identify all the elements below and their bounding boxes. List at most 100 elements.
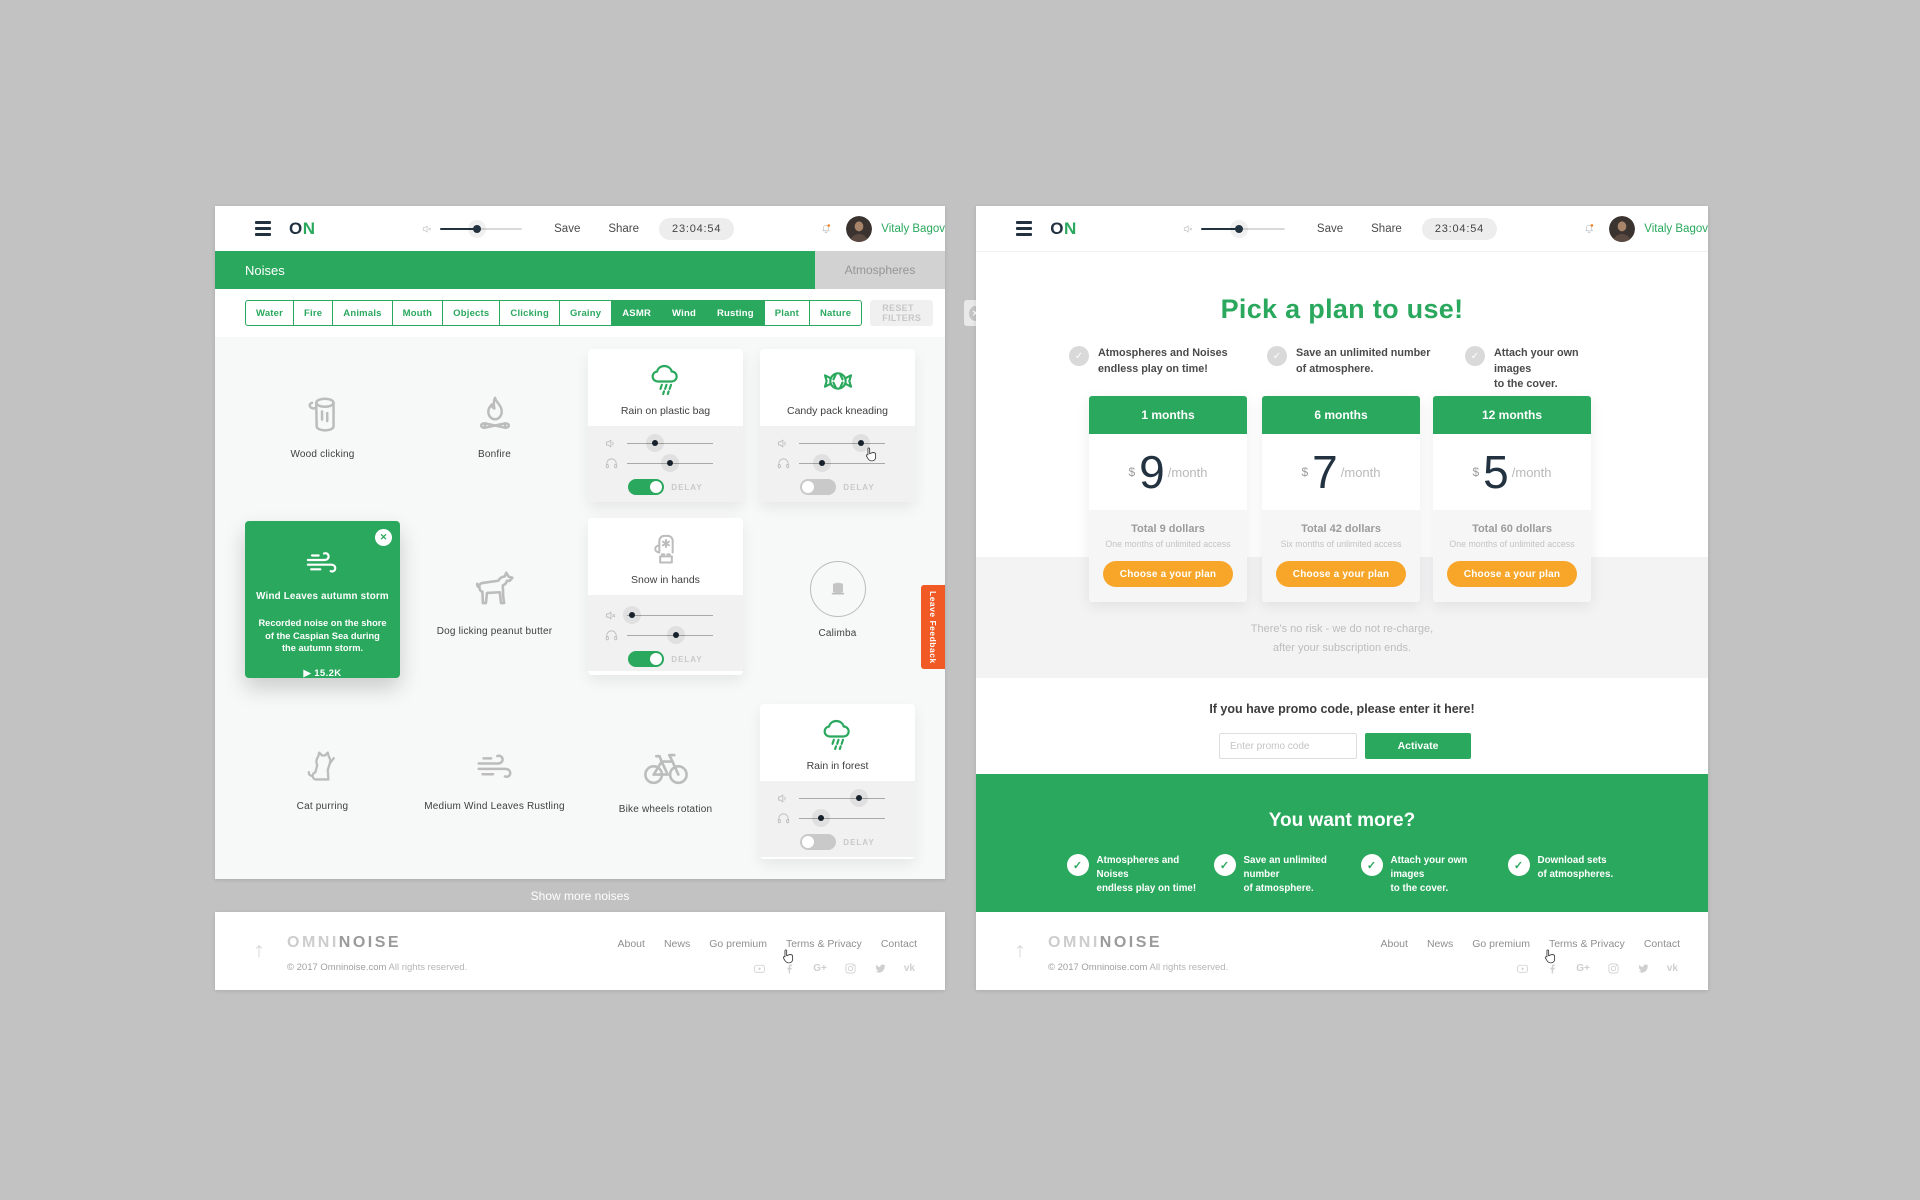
balance-slider[interactable]: [799, 454, 885, 472]
volume-row: [588, 433, 743, 453]
user-avatar[interactable]: [846, 216, 872, 242]
delay-toggle[interactable]: [800, 834, 837, 850]
footer-link-contact[interactable]: Contact: [1643, 938, 1680, 950]
master-volume-slider[interactable]: [1201, 219, 1285, 238]
master-volume-slider[interactable]: [439, 219, 523, 238]
app-logo[interactable]: ON: [1050, 218, 1077, 238]
volume-slider[interactable]: [799, 789, 885, 807]
facebook-icon[interactable]: [783, 962, 796, 975]
twitter-icon[interactable]: [1637, 962, 1650, 975]
session-timer: 23:04:54: [659, 217, 735, 240]
share-button[interactable]: Share: [608, 222, 640, 235]
noise-tile-bike-wheels[interactable]: Bike wheels rotation: [588, 700, 743, 855]
footer-link-contact[interactable]: Contact: [880, 938, 917, 950]
instagram-icon[interactable]: [844, 962, 857, 975]
choose-plan-button[interactable]: Choose a your plan: [1103, 561, 1233, 587]
chip-nature[interactable]: Nature: [808, 300, 863, 326]
footer-link-news[interactable]: News: [1426, 938, 1454, 950]
menu-icon[interactable]: [1016, 221, 1033, 236]
menu-icon[interactable]: [255, 221, 272, 236]
google-plus-icon[interactable]: G+: [1576, 963, 1590, 974]
check-icon: ✓: [1267, 346, 1287, 366]
volume-slider[interactable]: [623, 606, 713, 624]
noise-tile-cat-purring[interactable]: Cat purring: [245, 700, 400, 855]
page-title: Pick a plan to use!: [1220, 294, 1464, 324]
noise-grid: Wood clicking Bonfire Rain on plastic ba…: [215, 337, 945, 879]
noise-tile-dog-licking[interactable]: Dog licking peanut butter: [417, 521, 572, 678]
chip-rusting[interactable]: Rusting: [705, 300, 765, 326]
vk-icon[interactable]: vk: [903, 963, 915, 974]
noise-tile-medium-wind[interactable]: Medium Wind Leaves Rustling: [417, 700, 572, 855]
delay-toggle[interactable]: [628, 479, 665, 495]
chip-plant[interactable]: Plant: [763, 300, 810, 326]
promo-code-input[interactable]: [1219, 733, 1357, 759]
chip-fire[interactable]: Fire: [293, 300, 334, 326]
instagram-icon[interactable]: [1607, 962, 1620, 975]
footer-link-about[interactable]: About: [1380, 938, 1408, 950]
plan-card-12-months: 12 months $ 5 /month Total 60 dollars On…: [1433, 396, 1591, 602]
headphones-row: [588, 625, 743, 645]
selected-noise-card-wind-leaves[interactable]: ✕ Wind Leaves autumn storm Recorded nois…: [245, 521, 400, 679]
user-avatar[interactable]: [1609, 216, 1635, 242]
chip-water[interactable]: Water: [245, 300, 295, 326]
calimba-icon: [809, 560, 866, 617]
footer-brand[interactable]: OMNINOISE: [287, 934, 402, 951]
google-plus-icon[interactable]: G+: [813, 963, 827, 974]
volume-row: [760, 433, 915, 453]
activate-button[interactable]: Activate: [1365, 733, 1471, 759]
volume-slider[interactable]: [799, 434, 885, 452]
save-button[interactable]: Save: [554, 222, 581, 235]
chip-animals[interactable]: Animals: [332, 300, 393, 326]
choose-plan-button[interactable]: Choose a your plan: [1447, 561, 1577, 587]
vk-icon[interactable]: vk: [1666, 963, 1678, 974]
app-header: ON Save Share 23:04:54 Vitaly Bagov: [215, 206, 945, 251]
facebook-icon[interactable]: [1546, 962, 1559, 975]
reset-filters-button[interactable]: RESET FILTERS: [870, 300, 934, 326]
save-button[interactable]: Save: [1316, 222, 1344, 235]
chip-mouth[interactable]: Mouth: [391, 300, 444, 326]
close-icon[interactable]: ✕: [375, 529, 392, 546]
balance-slider[interactable]: [627, 626, 713, 644]
footer-link-terms[interactable]: Terms & Privacy: [785, 938, 862, 950]
chip-grainy[interactable]: Grainy: [558, 300, 613, 326]
tab-noises[interactable]: Noises: [215, 251, 815, 289]
share-button[interactable]: Share: [1371, 222, 1402, 235]
show-more-noises-link[interactable]: Show more noises: [530, 889, 630, 903]
footer-link-go-premium[interactable]: Go premium: [709, 938, 767, 950]
notifications-bell-icon[interactable]: [1583, 220, 1595, 238]
twitter-icon[interactable]: [874, 962, 887, 975]
chip-wind[interactable]: Wind: [661, 300, 707, 326]
user-name[interactable]: Vitaly Bagov: [881, 222, 945, 235]
balance-slider[interactable]: [627, 454, 713, 472]
app-logo[interactable]: ON: [289, 218, 316, 238]
youtube-icon[interactable]: [1516, 962, 1529, 975]
leave-feedback-tab[interactable]: Leave Feedback: [921, 585, 945, 669]
footer-link-go-premium[interactable]: Go premium: [1472, 938, 1530, 950]
youtube-icon[interactable]: [753, 962, 766, 975]
noise-tile-calimba[interactable]: Calimba: [760, 521, 915, 678]
scroll-to-top-icon[interactable]: [251, 934, 267, 968]
user-name[interactable]: Vitaly Bagov: [1644, 222, 1708, 235]
balance-slider[interactable]: [799, 809, 885, 827]
volume-muted-icon[interactable]: [421, 219, 434, 239]
plan-card-1-month: 1 months $ 9 /month Total 9 dollars One …: [1089, 396, 1247, 602]
footer-link-about[interactable]: About: [617, 938, 645, 950]
tab-atmospheres[interactable]: Atmospheres: [815, 251, 945, 289]
scroll-to-top-icon[interactable]: [1012, 934, 1028, 968]
volume-muted-icon[interactable]: [1182, 219, 1196, 239]
chip-clicking[interactable]: Clicking: [499, 300, 560, 326]
footer-brand[interactable]: OMNINOISE: [1048, 934, 1163, 951]
notifications-bell-icon[interactable]: [820, 220, 832, 238]
dog-icon: [469, 563, 521, 615]
noise-tile-wood-clicking[interactable]: Wood clicking: [245, 349, 400, 502]
volume-slider[interactable]: [627, 434, 713, 452]
choose-plan-button[interactable]: Choose a your plan: [1276, 561, 1406, 587]
delay-toggle[interactable]: [628, 651, 665, 667]
footer-link-news[interactable]: News: [663, 938, 691, 950]
delay-toggle[interactable]: [800, 479, 837, 495]
noise-tile-bonfire[interactable]: Bonfire: [417, 349, 572, 502]
chip-objects[interactable]: Objects: [442, 300, 501, 326]
footer-link-terms[interactable]: Terms & Privacy: [1548, 938, 1625, 950]
mitten-snow-icon: [646, 530, 686, 570]
chip-asmr[interactable]: ASMR: [611, 300, 663, 326]
